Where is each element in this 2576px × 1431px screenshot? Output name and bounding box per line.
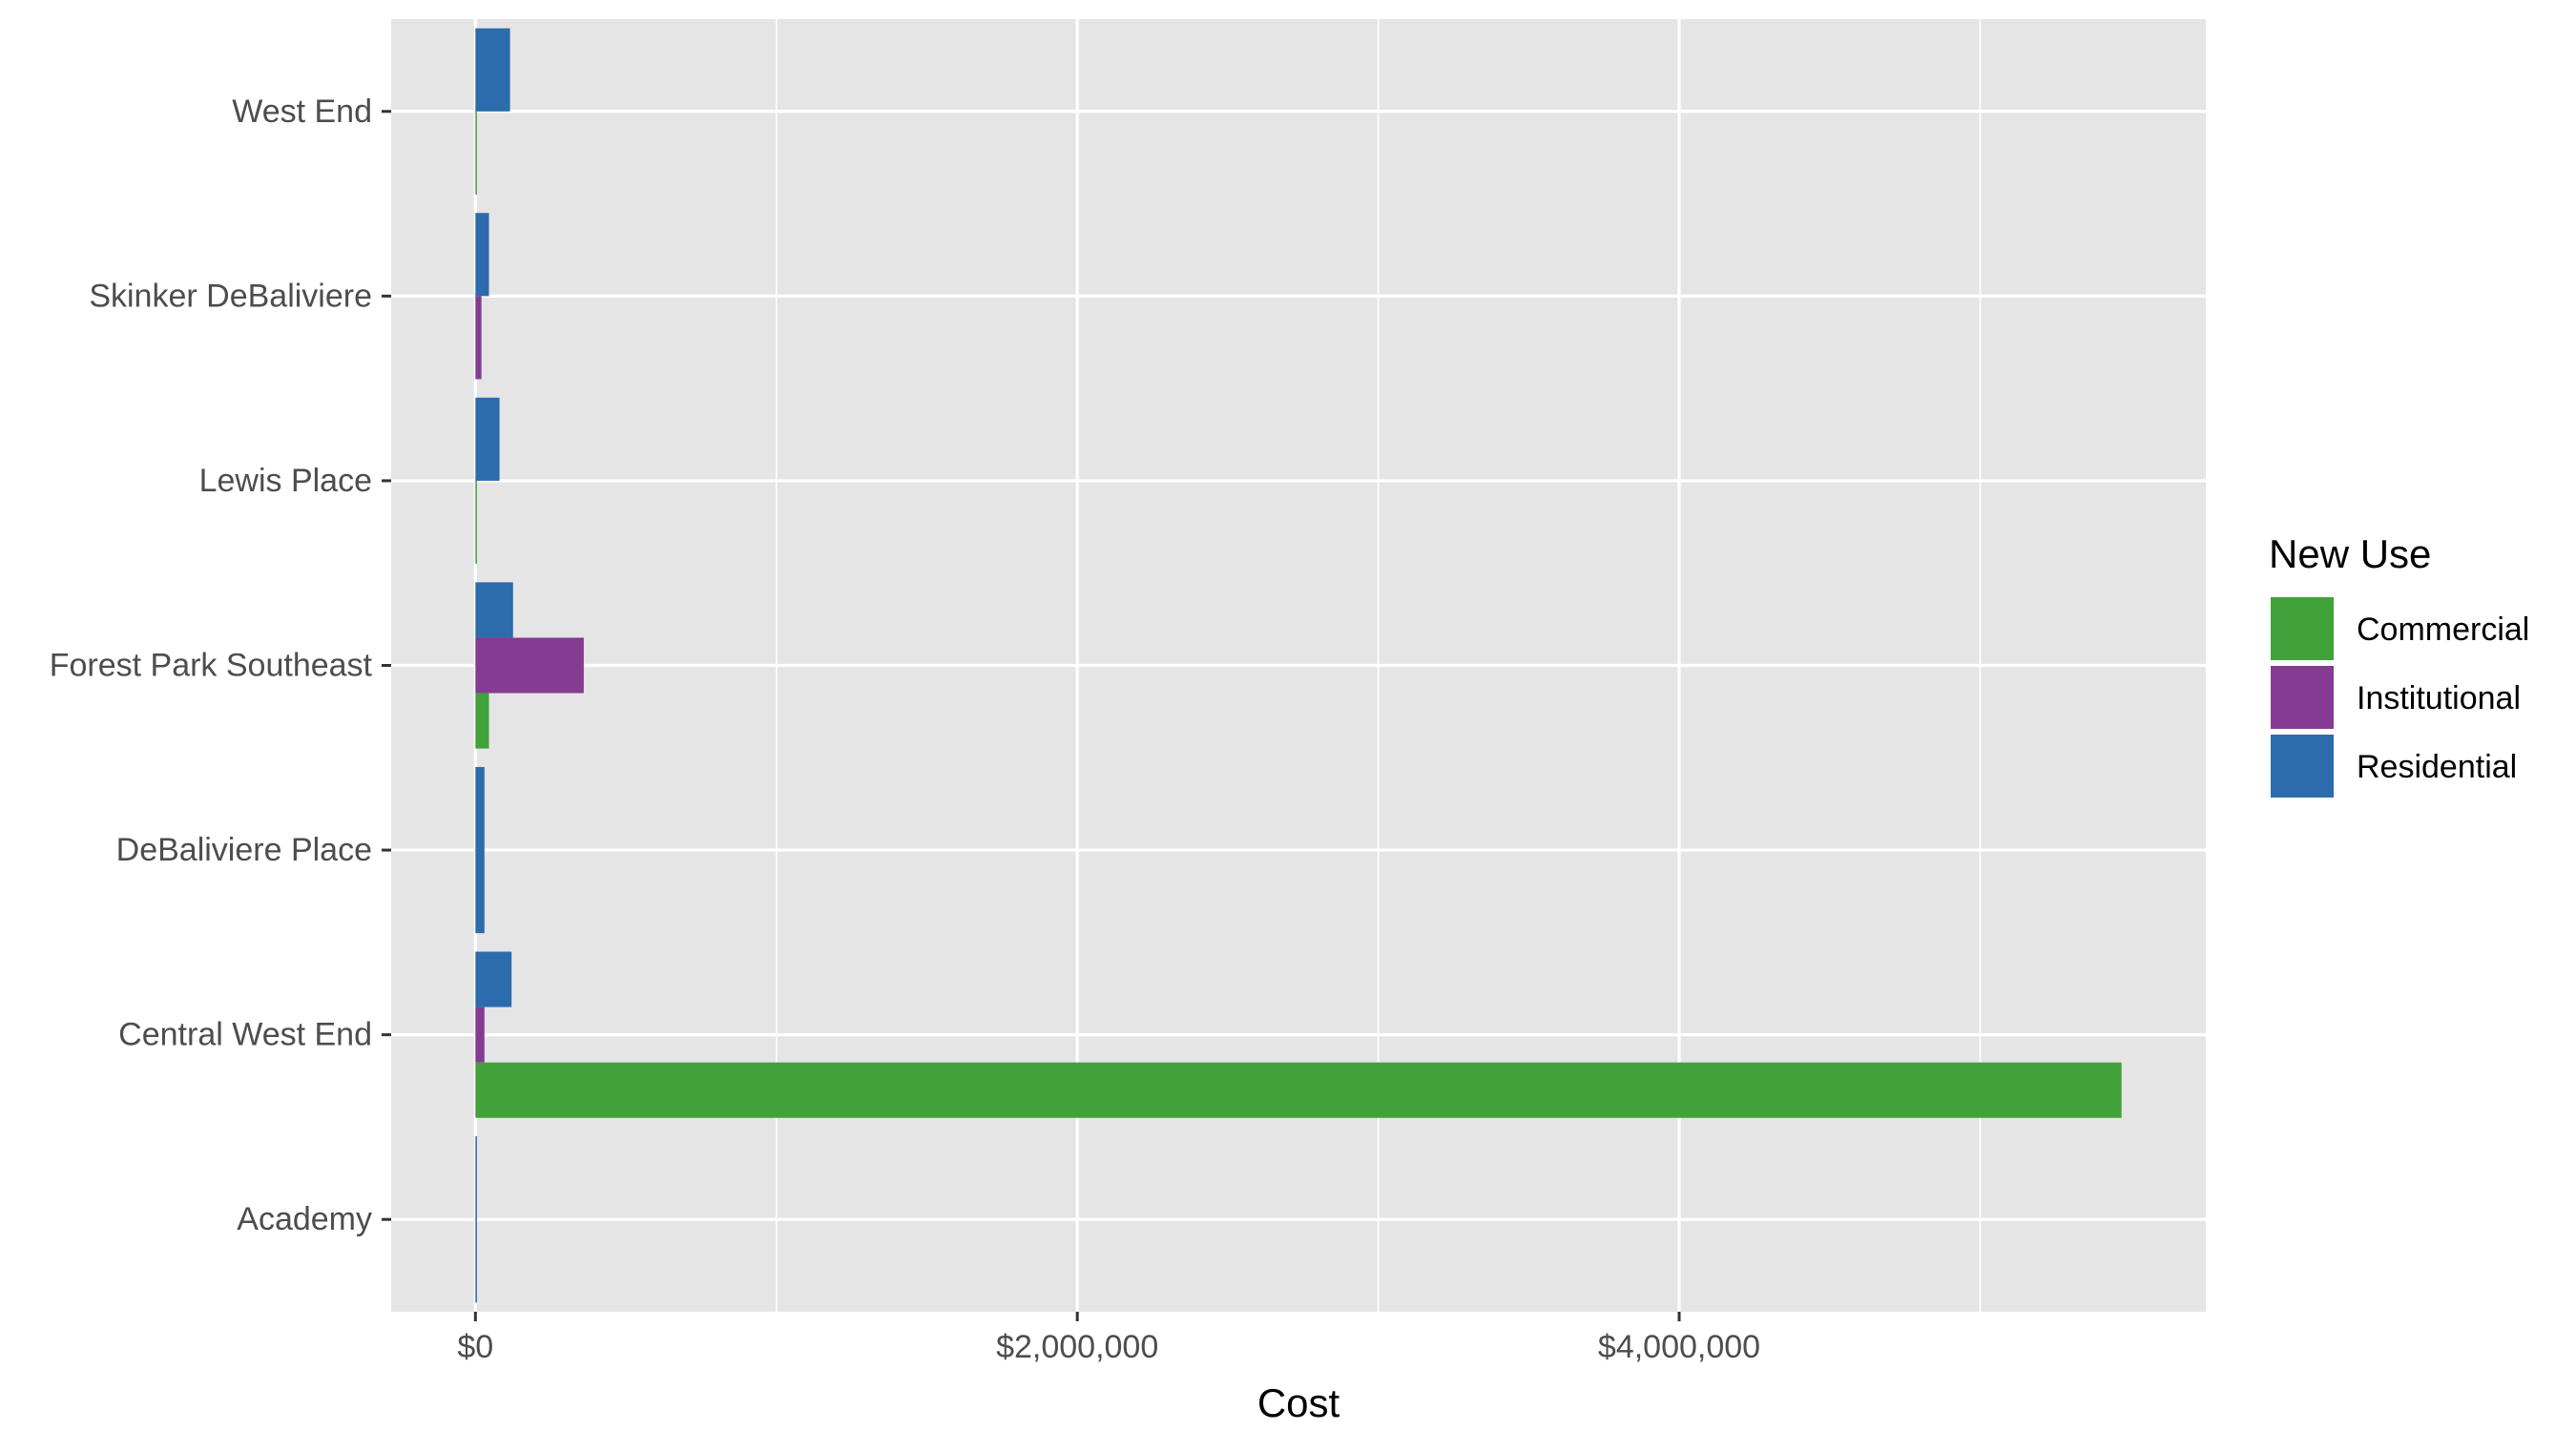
- x-tick-label: $2,000,000: [996, 1329, 1158, 1365]
- bar-debaliviere-place-residential: [475, 766, 485, 934]
- legend-key-residential: [2271, 735, 2334, 798]
- legend-key-institutional: [2271, 666, 2334, 729]
- bar-west-end-commercial: [475, 111, 477, 195]
- bars: [475, 28, 2122, 1303]
- bar-forest-park-southeast-institutional: [475, 637, 584, 694]
- x-tick-label: $0: [457, 1329, 493, 1365]
- y-tick-label: Academy: [237, 1201, 372, 1237]
- legend-key-commercial: [2271, 597, 2334, 660]
- y-tick-label: Lewis Place: [199, 463, 372, 499]
- bar-lewis-place-commercial: [475, 480, 477, 565]
- x-tick-label: $4,000,000: [1598, 1329, 1760, 1365]
- bar-central-west-end-residential: [475, 951, 512, 1007]
- x-axis-title: Cost: [1257, 1380, 1340, 1425]
- legend-title: New Use: [2269, 531, 2431, 576]
- bar-forest-park-southeast-residential: [475, 582, 513, 638]
- bar-academy-residential: [475, 1136, 477, 1303]
- bar-forest-park-southeast-commercial: [475, 693, 489, 749]
- bar-skinker-debaliviere-institutional: [475, 296, 482, 380]
- y-tick-label: Skinker DeBaliviere: [89, 278, 372, 314]
- legend-items: Commercial Institutional Residential: [2271, 597, 2529, 798]
- legend-label-residential: Residential: [2357, 749, 2517, 785]
- legend-label-institutional: Institutional: [2357, 680, 2521, 716]
- bar-lewis-place-residential: [475, 397, 500, 481]
- legend: New Use Commercial Institutional Residenti…: [2269, 531, 2529, 798]
- major-gridlines: [391, 19, 2206, 1312]
- x-axis: $0 $2,000,000 $4,000,000: [457, 1312, 1760, 1365]
- y-tick-label: DeBaliviere Place: [116, 832, 372, 868]
- y-tick-label: Central West End: [118, 1017, 372, 1053]
- bar-central-west-end-commercial: [475, 1062, 2122, 1118]
- bar-west-end-residential: [475, 28, 510, 112]
- y-axis: Academy Central West End DeBaliviere Place…: [50, 93, 391, 1237]
- legend-label-commercial: Commercial: [2357, 612, 2529, 648]
- y-tick-label: Forest Park Southeast: [50, 648, 373, 684]
- bar-skinker-debaliviere-residential: [475, 213, 489, 297]
- bar-central-west-end-institutional: [475, 1006, 485, 1063]
- y-tick-label: West End: [232, 93, 372, 130]
